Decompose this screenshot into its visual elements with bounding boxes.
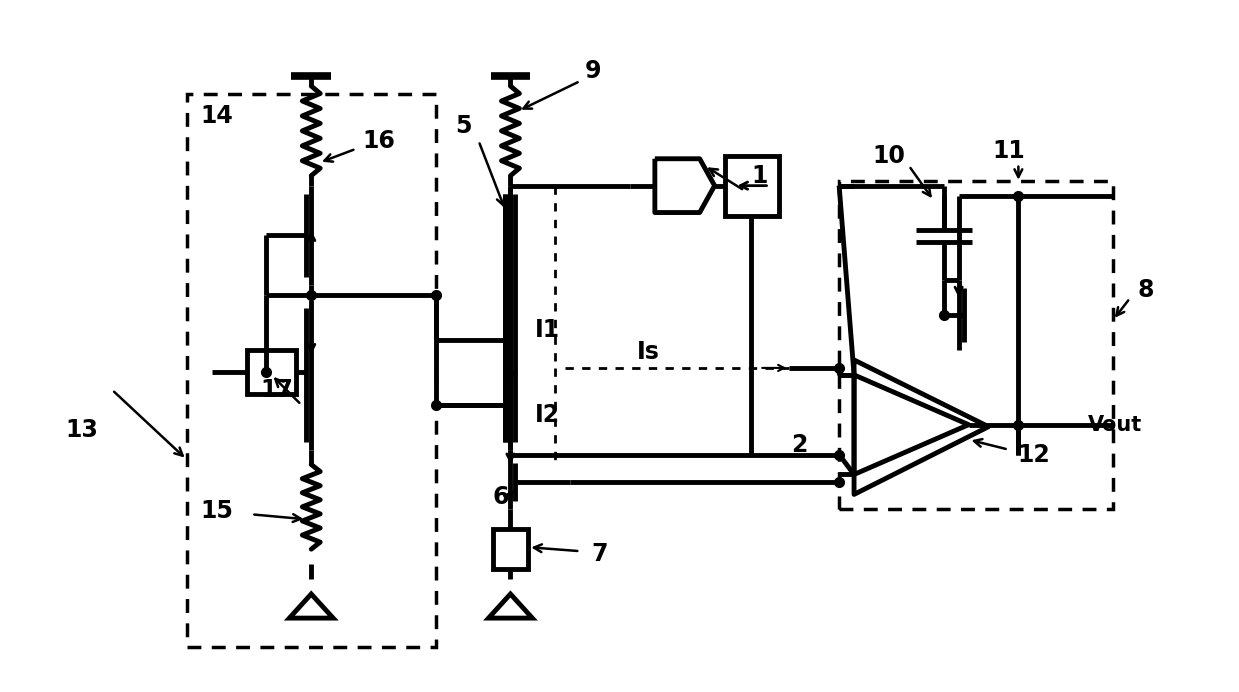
Text: I1: I1 xyxy=(535,318,560,342)
Text: 16: 16 xyxy=(363,129,395,153)
Text: 6: 6 xyxy=(492,485,509,509)
Bar xyxy=(839,181,1113,509)
Text: 10: 10 xyxy=(872,144,906,167)
Text: 1: 1 xyxy=(751,164,768,188)
Text: 5: 5 xyxy=(456,114,472,138)
Text: 14: 14 xyxy=(201,104,233,128)
Text: 15: 15 xyxy=(201,500,233,523)
Bar xyxy=(247,350,296,394)
Text: 7: 7 xyxy=(592,542,608,566)
Bar xyxy=(187,94,436,647)
Text: 17: 17 xyxy=(260,378,292,402)
Text: Is: Is xyxy=(637,340,659,364)
Text: I2: I2 xyxy=(535,403,560,427)
Text: 2: 2 xyxy=(790,432,808,457)
Text: 9: 9 xyxy=(585,59,601,83)
Text: 11: 11 xyxy=(992,139,1025,163)
Text: 13: 13 xyxy=(66,418,99,441)
Text: Vout: Vout xyxy=(1088,415,1142,435)
Bar xyxy=(725,156,779,215)
Text: 8: 8 xyxy=(1137,278,1155,302)
Text: 12: 12 xyxy=(1017,443,1049,466)
Bar xyxy=(493,529,528,569)
